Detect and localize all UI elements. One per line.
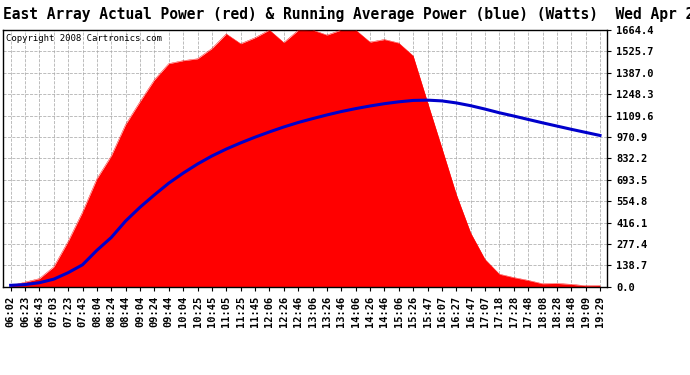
Text: East Array Actual Power (red) & Running Average Power (blue) (Watts)  Wed Apr 23: East Array Actual Power (red) & Running …	[3, 6, 690, 22]
Text: Copyright 2008 Cartronics.com: Copyright 2008 Cartronics.com	[6, 34, 162, 43]
